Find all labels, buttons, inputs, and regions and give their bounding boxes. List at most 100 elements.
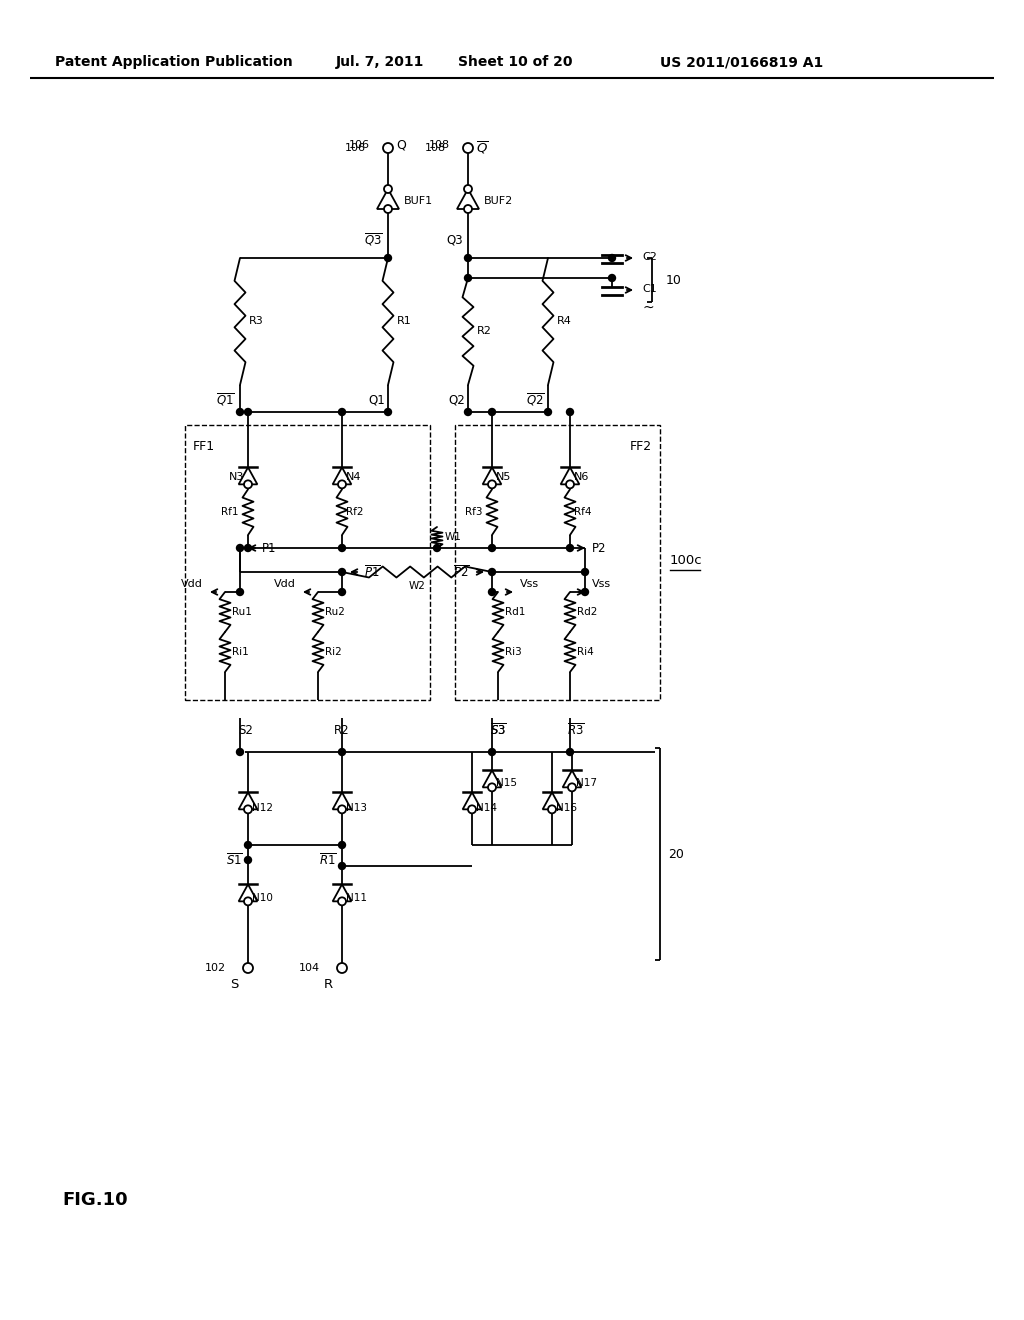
Circle shape <box>245 544 252 552</box>
Circle shape <box>465 408 471 416</box>
Circle shape <box>545 408 552 416</box>
Circle shape <box>468 805 476 813</box>
Text: Q1: Q1 <box>369 393 385 407</box>
Text: 102: 102 <box>205 964 226 973</box>
Text: S2: S2 <box>239 723 253 737</box>
Text: Rd2: Rd2 <box>577 607 597 616</box>
Circle shape <box>384 185 392 193</box>
Circle shape <box>338 805 346 813</box>
Circle shape <box>245 857 252 863</box>
Circle shape <box>488 589 496 595</box>
Text: C1: C1 <box>642 284 656 294</box>
Text: BUF2: BUF2 <box>484 195 513 206</box>
Circle shape <box>338 480 346 488</box>
Text: Q2: Q2 <box>449 393 465 407</box>
Circle shape <box>383 143 393 153</box>
Circle shape <box>338 898 346 906</box>
Circle shape <box>384 408 391 416</box>
Bar <box>185 425 430 700</box>
Text: FF2: FF2 <box>630 440 652 453</box>
Circle shape <box>566 544 573 552</box>
Text: Q3: Q3 <box>446 234 463 247</box>
Text: N3: N3 <box>228 473 244 482</box>
Circle shape <box>339 589 345 595</box>
Circle shape <box>464 185 472 193</box>
Text: 106: 106 <box>345 143 366 153</box>
Text: N5: N5 <box>496 473 511 482</box>
Text: 104: 104 <box>299 964 319 973</box>
Text: S: S <box>229 978 239 990</box>
Circle shape <box>339 842 345 849</box>
Text: Ri3: Ri3 <box>505 647 522 657</box>
Circle shape <box>384 205 392 213</box>
Text: Patent Application Publication: Patent Application Publication <box>55 55 293 69</box>
Circle shape <box>433 544 440 552</box>
Text: 106: 106 <box>349 140 370 150</box>
Circle shape <box>339 748 345 755</box>
Circle shape <box>566 480 574 488</box>
Circle shape <box>244 480 252 488</box>
Circle shape <box>566 748 573 755</box>
Text: R2: R2 <box>334 723 350 737</box>
Text: Ri1: Ri1 <box>232 647 249 657</box>
Text: $\overline{S3}$: $\overline{S3}$ <box>489 722 507 738</box>
Circle shape <box>243 964 253 973</box>
Text: $\overline{P2}$: $\overline{P2}$ <box>454 564 470 579</box>
Text: Vss: Vss <box>592 579 611 589</box>
Text: Rf1: Rf1 <box>221 507 239 517</box>
Text: FF1: FF1 <box>193 440 215 453</box>
Text: N16: N16 <box>556 803 577 813</box>
Circle shape <box>237 408 244 416</box>
Text: P1: P1 <box>262 541 276 554</box>
Text: $\overline{Q}$: $\overline{Q}$ <box>476 140 488 156</box>
Circle shape <box>566 408 573 416</box>
Text: R4: R4 <box>557 315 571 326</box>
Text: Ru2: Ru2 <box>325 607 345 616</box>
Text: N14: N14 <box>476 803 497 813</box>
Text: C2: C2 <box>642 252 656 261</box>
Text: R2: R2 <box>477 326 492 337</box>
Text: N12: N12 <box>252 803 273 813</box>
Circle shape <box>488 569 496 576</box>
Text: $S3$: $S3$ <box>490 723 506 737</box>
Text: N4: N4 <box>346 473 361 482</box>
Circle shape <box>339 862 345 870</box>
Text: Vdd: Vdd <box>274 579 296 589</box>
Circle shape <box>608 255 615 261</box>
Text: R1: R1 <box>397 315 412 326</box>
Circle shape <box>339 569 345 576</box>
Text: BUF1: BUF1 <box>404 195 433 206</box>
Text: Rf4: Rf4 <box>574 507 592 517</box>
Text: N11: N11 <box>346 894 367 903</box>
Circle shape <box>245 842 252 849</box>
Circle shape <box>488 408 496 416</box>
Text: Vss: Vss <box>520 579 539 589</box>
Circle shape <box>337 964 347 973</box>
Circle shape <box>488 748 496 755</box>
Text: W2: W2 <box>409 581 425 591</box>
Text: Rd1: Rd1 <box>505 607 525 616</box>
Text: $\overline{Q3}$: $\overline{Q3}$ <box>365 232 383 248</box>
Text: Rf2: Rf2 <box>346 507 364 517</box>
Text: R: R <box>324 978 333 990</box>
Circle shape <box>244 898 252 906</box>
Text: $\overline{Q2}$: $\overline{Q2}$ <box>526 392 545 408</box>
Circle shape <box>463 143 473 153</box>
Text: N13: N13 <box>346 803 367 813</box>
Text: 10: 10 <box>666 273 682 286</box>
Text: R3: R3 <box>249 315 264 326</box>
Text: 20: 20 <box>668 847 684 861</box>
Circle shape <box>488 544 496 552</box>
Text: Vdd: Vdd <box>181 579 203 589</box>
Text: 108: 108 <box>425 143 446 153</box>
Text: FIG.10: FIG.10 <box>62 1191 128 1209</box>
Bar <box>455 425 660 700</box>
Text: Ri4: Ri4 <box>577 647 594 657</box>
Text: $\overline{R3}$: $\overline{R3}$ <box>567 722 585 738</box>
Circle shape <box>568 783 575 792</box>
Circle shape <box>339 544 345 552</box>
Text: N17: N17 <box>575 777 597 788</box>
Text: $\overline{Q1}$: $\overline{Q1}$ <box>216 392 234 408</box>
Text: Rf3: Rf3 <box>466 507 483 517</box>
Text: Jul. 7, 2011: Jul. 7, 2011 <box>336 55 424 69</box>
